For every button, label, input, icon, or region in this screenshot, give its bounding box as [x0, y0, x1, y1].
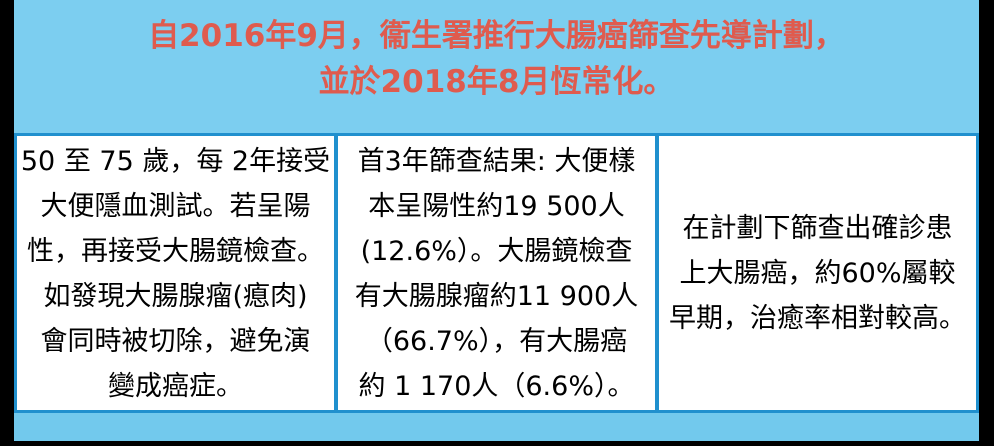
- text-line: （66.7%），有大腸癌: [365, 326, 628, 357]
- text-line: 會同時被切除，避免演: [40, 326, 311, 357]
- text-line: 50 至 75 歲，每 2年接受: [20, 146, 331, 177]
- content-table: 50 至 75 歲，每 2年接受 大便隱血測試。若呈陽 性，再接受大腸鏡檢查。 …: [14, 133, 979, 413]
- text-line: 性，再接受大腸鏡檢查。: [27, 236, 324, 267]
- column-divider-2: [655, 136, 659, 410]
- text-line: 大便隱血測試。若呈陽: [40, 191, 311, 222]
- text-line: 約 1 170人（6.6%）。: [358, 371, 635, 402]
- header-title-line-2: 並於2018年8月恆常化。: [318, 64, 675, 100]
- text-line: 早期，治癒率相對較高。: [669, 302, 966, 334]
- text-line: 上大腸癌，約60%屬較: [679, 257, 956, 289]
- text-line: 在計劃下篩查出確診患: [682, 212, 953, 244]
- text-line: 本呈陽性約19 500人: [368, 191, 625, 222]
- column-screening-results: 首3年篩查結果: 大便樣 本呈陽性約19 500人 (12.6%）。大腸鏡檢查 …: [338, 136, 655, 410]
- text-line: 有大腸腺瘤約11 900人: [354, 281, 639, 312]
- header-title-line-1: 自2016年9月，衞生署推行大腸癌篩查先導計劃，: [148, 18, 845, 54]
- text-line: 如發現大腸腺瘤(瘜肉): [43, 281, 308, 312]
- text-line: 首3年篩查結果: 大便樣: [357, 146, 636, 177]
- footer-bar: [14, 413, 979, 441]
- column-early-detection-outcome: 在計劃下篩查出確診患 上大腸癌，約60%屬較 早期，治癒率相對較高。: [659, 136, 976, 410]
- column-divider-1: [334, 136, 338, 410]
- text-line: (12.6%）。大腸鏡檢查: [360, 236, 633, 267]
- text-line: 變成癌症。: [108, 371, 243, 402]
- column-screening-method: 50 至 75 歲，每 2年接受 大便隱血測試。若呈陽 性，再接受大腸鏡檢查。 …: [17, 136, 334, 410]
- header-banner: 自2016年9月，衞生署推行大腸癌篩查先導計劃， 並於2018年8月恆常化。: [14, 0, 979, 133]
